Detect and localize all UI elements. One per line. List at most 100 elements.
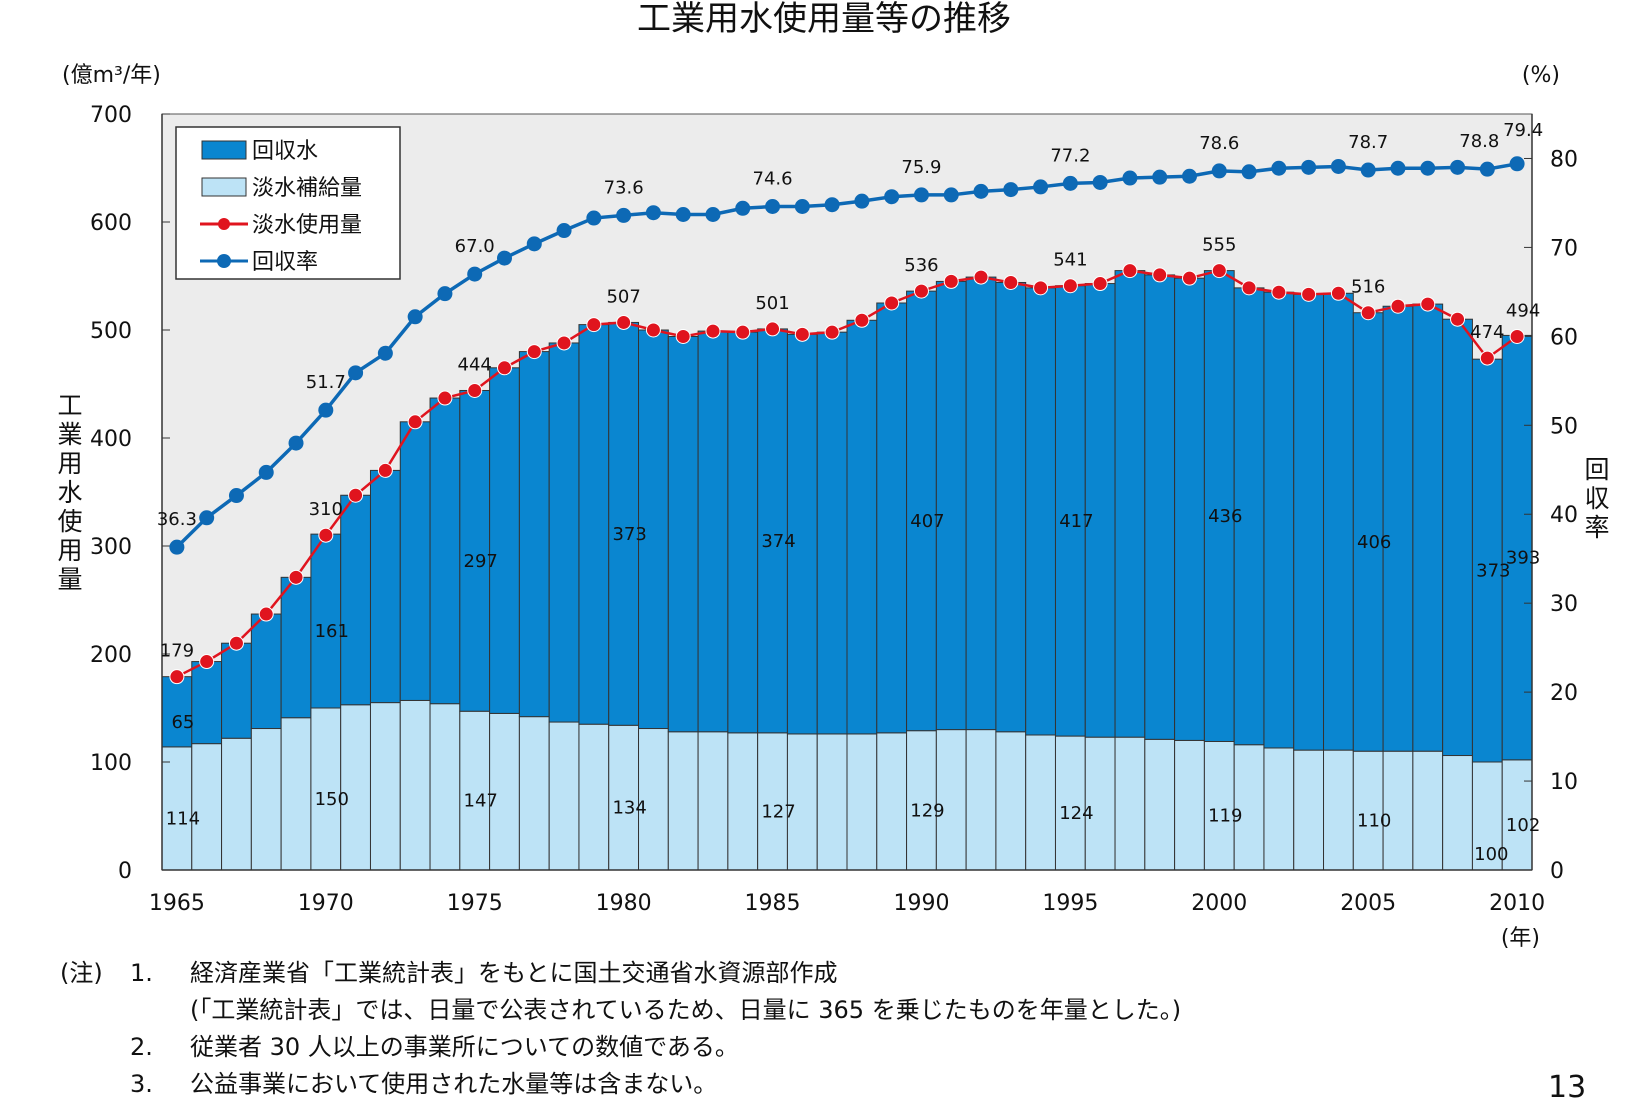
bar-recovered-1974 [429, 397, 461, 705]
bar-supply-2002 [1263, 747, 1295, 871]
label-supply-1995: 124 [1059, 803, 1093, 824]
usage-point-1990 [913, 283, 929, 299]
usage-point-1967 [228, 635, 244, 651]
y-right-tick-label: 70 [1550, 236, 1578, 261]
label-supply-1965: 114 [166, 808, 200, 829]
bar-recovered-1991 [935, 280, 967, 731]
usage-point-1970 [318, 527, 334, 543]
y-left-tick-label: 500 [90, 319, 132, 344]
rate-point-1991 [943, 187, 959, 203]
rate-point-2001 [1241, 164, 1257, 180]
y-left-tick-label: 0 [118, 859, 132, 884]
y-left-tick-label: 700 [90, 103, 132, 128]
y-left-tick-label: 200 [90, 643, 132, 668]
bar-recovered-1966 [191, 661, 223, 745]
y-right-label: 回収率 [1584, 455, 1609, 542]
bar-supply-2004 [1323, 749, 1354, 871]
bar-recovered-1997 [1114, 270, 1146, 738]
bar-supply-2007 [1412, 750, 1444, 871]
bar-supply-1997 [1114, 736, 1146, 871]
label-recovered-1980: 373 [612, 524, 646, 545]
note-number-3: 3. [130, 1070, 153, 1098]
label-usage-1975: 444 [458, 354, 492, 375]
rate-point-1989 [884, 189, 900, 205]
bar-supply-1982 [667, 731, 699, 871]
label-recovered-1965: 65 [171, 712, 194, 733]
rate-point-1967 [228, 488, 244, 504]
usage-point-1998 [1152, 267, 1168, 283]
axes: 0 100 200 300 400 500 600 700 0 10 20 30 40 50 60 70 80 1… [90, 103, 1578, 916]
label-rate-1965: 36.3 [157, 509, 197, 530]
bar-recovered-1981 [638, 329, 669, 730]
bar-recovered-2006 [1382, 305, 1414, 752]
bar-supply-2008 [1442, 755, 1473, 871]
axis-title-char: 使 [57, 507, 82, 536]
usage-point-1978 [556, 335, 572, 351]
rate-point-2004 [1330, 158, 1346, 174]
label-rate-1975: 67.0 [455, 236, 495, 257]
bar-recovered-1987 [816, 331, 848, 735]
x-tick-label: 1985 [745, 891, 801, 916]
bar-recovered-1992 [965, 276, 997, 731]
usage-point-2004 [1330, 285, 1346, 301]
bar-supply-1993 [995, 731, 1027, 871]
rate-point-1993 [1003, 182, 1019, 198]
label-rate-1990: 75.9 [901, 157, 941, 178]
label-recovered-2009: 373 [1476, 561, 1510, 582]
rate-point-1994 [1033, 179, 1049, 195]
rate-point-1976 [497, 250, 512, 266]
bar-supply-1966 [191, 743, 223, 871]
usage-point-1973 [407, 414, 423, 430]
x-tick-label: 1975 [447, 891, 503, 916]
rate-point-1995 [1062, 175, 1078, 191]
note-text-2: 従業者 30 人以上の事業所についての数値である。 [190, 1033, 739, 1061]
rate-point-2008 [1450, 159, 1466, 175]
note-text-3: 公益事業において使用された水量等は含まない。 [190, 1070, 718, 1098]
bar-supply-1977 [518, 716, 550, 871]
rate-point-1998 [1152, 169, 1168, 185]
bar-supply-1970 [310, 707, 342, 871]
bar-supply-1989 [876, 732, 908, 871]
rate-point-1987 [824, 197, 840, 213]
bar-supply-1969 [280, 717, 312, 871]
label-recovered-2000: 436 [1208, 506, 1242, 527]
label-usage-2005: 516 [1351, 277, 1385, 298]
axis-title-char: 用 [57, 449, 82, 478]
y-right-tick-label: 10 [1550, 770, 1578, 795]
bar-supply-1994 [1025, 734, 1056, 871]
x-tick-label: 2005 [1340, 891, 1396, 916]
x-tick-label: 1980 [596, 891, 652, 916]
usage-point-1966 [199, 654, 215, 670]
usage-point-1981 [645, 322, 661, 338]
rate-point-1996 [1092, 174, 1108, 190]
rate-point-1970 [318, 402, 334, 418]
y-left-tick-label: 400 [90, 427, 132, 452]
note-number-2: 2. [130, 1033, 153, 1061]
rate-point-1969 [288, 435, 304, 451]
usage-point-1983 [705, 323, 721, 339]
bar-recovered-1978 [548, 342, 580, 723]
rate-point-1978 [556, 223, 572, 239]
label-recovered-1970: 161 [315, 621, 349, 642]
usage-point-1974 [437, 390, 453, 406]
usage-point-1996 [1092, 276, 1108, 292]
usage-point-2006 [1390, 298, 1406, 314]
lines [169, 156, 1525, 685]
bar-supply-1968 [250, 728, 282, 871]
note-line-1b: (「工業統計表」では、日量で公表されているため、日量に 365 を乗じたものを年… [60, 992, 1181, 1029]
rate-point-1984 [735, 200, 751, 216]
usage-point-2005 [1360, 305, 1376, 321]
bar-supply-1971 [340, 704, 371, 871]
legend-swatch [201, 177, 247, 197]
bar-supply-1988 [846, 733, 878, 871]
x-tick-label: 1995 [1042, 891, 1098, 916]
bar-recovered-2008 [1442, 318, 1473, 757]
bar-recovered-2002 [1263, 291, 1295, 749]
bar-recovered-1968 [250, 613, 282, 730]
chart: 工業用水使用量等の推移 (億m³/年) (%) (年) 工業用水使用量 回収率 … [57, 0, 1609, 950]
rate-point-1973 [407, 309, 423, 325]
rate-line [175, 162, 1518, 549]
usage-point-2000 [1211, 263, 1227, 279]
rate-point-1974 [437, 286, 453, 302]
